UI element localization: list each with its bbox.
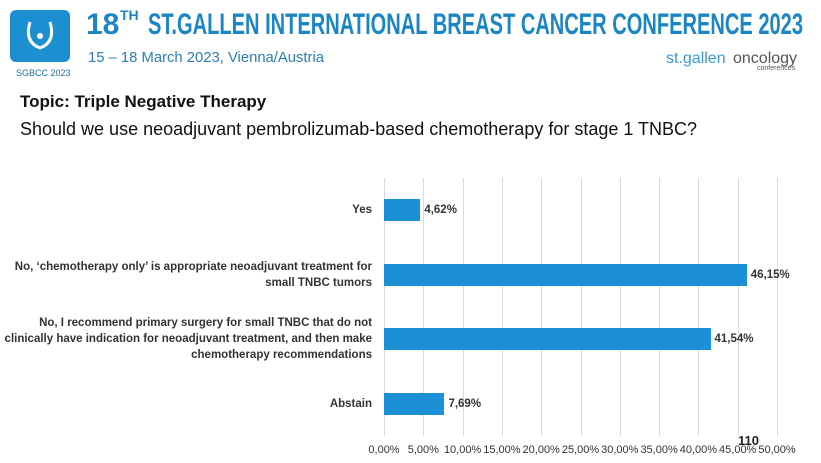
title-suffix: TH [120,7,139,23]
x-tick-label: 50,00% [758,444,796,456]
grid-line [423,178,425,436]
category-label: Abstain [329,397,372,410]
grid-line [777,178,778,436]
x-tick-label: 5,00% [407,444,439,456]
value-label: 7,69% [448,397,482,410]
x-tick-label: 45,00% [719,444,757,456]
x-tick-label: 30,00% [601,444,639,456]
x-tick-label: 20,00% [522,444,560,456]
brand-c: conferences [757,65,796,72]
topic: Topic: Triple Negative Therapy [20,92,267,111]
grid-line [659,178,661,436]
grid-line [384,178,385,436]
grid-line [698,178,700,436]
brand-b: oncology [733,50,797,67]
logo-text: SGBCC 2023 [16,68,71,78]
category-label: Yes [352,204,372,217]
title-number: 18 [86,8,119,41]
bar [384,263,747,286]
x-tick-label: 10,00% [443,444,482,456]
dates: 15 – 18 March 2023, Vienna/Austria [88,49,325,66]
value-label: 46,15% [750,268,790,281]
header: SGBCC 2023 18 TH ST.GALLEN INTERNATIONAL… [10,7,803,78]
x-tick-label: 0,00% [368,444,400,456]
slide-number: 110 [738,433,759,448]
grid-line [501,178,503,436]
category-label: No, I recommend primary surgery for smal… [4,317,372,362]
grid-line [580,178,582,436]
value-label: 41,54% [714,333,754,346]
category-label: No, ‘chemotherapy only’ is appropriate n… [14,260,372,289]
x-tick-label: 40,00% [679,444,718,456]
bar [384,328,711,351]
x-tick-label: 25,00% [561,444,600,456]
x-tick-label: 15,00% [483,444,521,456]
title: ST.GALLEN INTERNATIONAL BREAST CANCER CO… [148,8,803,41]
grid-line [541,178,543,436]
grid-line [462,178,464,436]
question: Should we use neoadjuvant pembrolizumab-… [20,119,698,139]
grid-line [619,178,621,436]
grid-line [737,178,739,436]
logo-icon [26,21,54,50]
value-label: 4,62% [424,204,457,217]
logo-dot [37,33,43,39]
brand-a: st.gallen [666,50,726,67]
x-tick-label: 35,00% [640,444,678,456]
bar [384,199,421,222]
bar [384,392,445,415]
